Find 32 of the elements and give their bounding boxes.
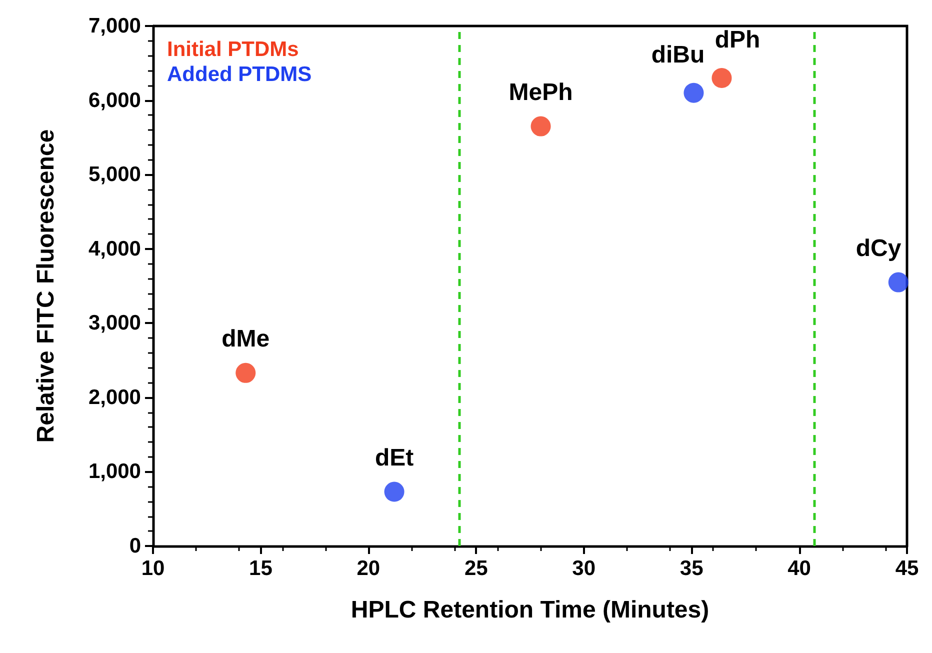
x-tick-label: 30 — [572, 557, 596, 580]
x-tick-label: 40 — [788, 557, 811, 580]
text: Added PTDMS — [167, 63, 312, 86]
point — [888, 272, 908, 292]
y-tick-label: 7,000 — [88, 14, 141, 38]
annotation: dCy — [856, 234, 902, 262]
x-tick-label: 25 — [464, 557, 488, 580]
x-tick-label: 15 — [249, 557, 273, 580]
point — [236, 362, 256, 383]
x-tick-label: 45 — [895, 557, 919, 580]
point — [684, 82, 704, 103]
y-tick-label: 1,000 — [88, 460, 141, 484]
y-tick-label: 0 — [129, 534, 141, 558]
point — [712, 68, 732, 88]
annotation: MePh — [508, 78, 573, 106]
y-tick-label: 6,000 — [88, 88, 141, 112]
x-axis-title: HPLC Retention Time (Minutes) — [350, 596, 710, 624]
point — [384, 482, 404, 502]
annotation: dPh — [714, 26, 760, 54]
annotation: dMe — [222, 325, 270, 352]
y-tick-label: 2,000 — [88, 386, 141, 409]
text: Initial PTDMs — [167, 38, 299, 61]
y-tick-label: 3,000 — [88, 312, 141, 335]
y-axis-title: Relative FITC Fluorescence — [32, 129, 60, 443]
annotation: dEt — [374, 444, 414, 472]
x-tick-label: 35 — [680, 557, 704, 580]
annotation: diBu — [651, 41, 705, 68]
x-tick-label: 10 — [141, 557, 165, 580]
point — [530, 116, 551, 136]
x-tick-label: 20 — [356, 557, 380, 580]
y-tick-label: 4,000 — [88, 237, 141, 260]
y-tick-label: 5,000 — [88, 163, 141, 186]
